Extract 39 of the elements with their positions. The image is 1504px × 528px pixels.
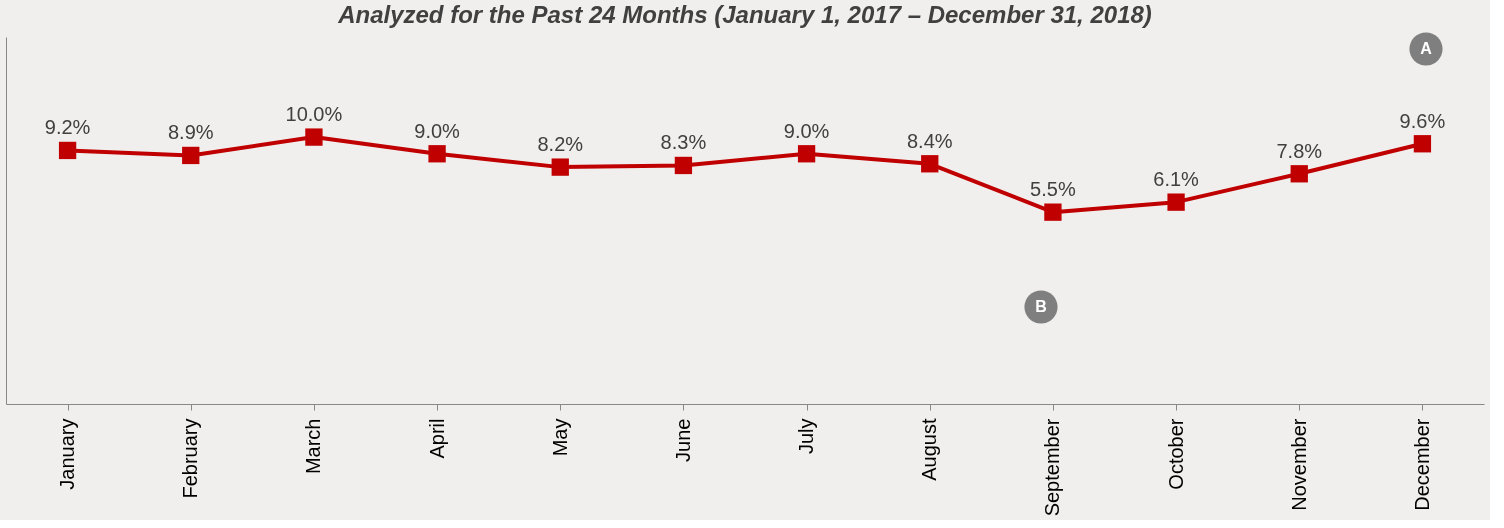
point bbox=[58, 141, 77, 160]
point bbox=[182, 146, 200, 165]
point bbox=[674, 156, 693, 175]
x-tick-label: December bbox=[1410, 418, 1433, 511]
x-tick-label: March bbox=[302, 418, 325, 475]
x-tick-label: August bbox=[918, 418, 941, 481]
x-tick-label: January bbox=[56, 418, 79, 490]
chart-title: Analyzed for the Past 24 Months (January 1, 2017 – December 31, 2018) bbox=[337, 1, 1152, 29]
data-label: 5.5% bbox=[1030, 178, 1076, 201]
data-label: 9.0% bbox=[783, 119, 830, 142]
x-tick-label: February bbox=[179, 418, 202, 499]
data-label: 8.9% bbox=[167, 121, 214, 144]
x-tick-label: June bbox=[671, 418, 694, 462]
text: A bbox=[1420, 40, 1433, 57]
x-tick-label: October bbox=[1164, 418, 1187, 490]
point bbox=[305, 128, 323, 146]
x-tick-label: September bbox=[1041, 418, 1064, 517]
data-label: 9.6% bbox=[1399, 109, 1446, 132]
point bbox=[921, 155, 939, 173]
point bbox=[1290, 165, 1308, 183]
data-label: 6.1% bbox=[1153, 168, 1200, 191]
point bbox=[551, 158, 569, 176]
point bbox=[1413, 135, 1432, 153]
text: B bbox=[1035, 298, 1047, 315]
point bbox=[1044, 203, 1062, 221]
data-label: 9.0% bbox=[414, 119, 461, 142]
data-label: 9.2% bbox=[44, 116, 91, 139]
point bbox=[428, 145, 446, 163]
point bbox=[797, 145, 816, 163]
data-label: 8.4% bbox=[906, 129, 953, 152]
point bbox=[1167, 193, 1185, 211]
x-tick-label: November bbox=[1287, 418, 1310, 511]
data-label: 8.2% bbox=[537, 133, 584, 156]
data-label: 8.3% bbox=[660, 131, 707, 154]
x-tick-label: May bbox=[548, 418, 571, 457]
x-tick-label: July bbox=[795, 418, 818, 455]
data-label: 10.0% bbox=[285, 103, 343, 126]
data-label: 7.8% bbox=[1276, 139, 1323, 162]
x-tick-label: April bbox=[425, 418, 448, 459]
